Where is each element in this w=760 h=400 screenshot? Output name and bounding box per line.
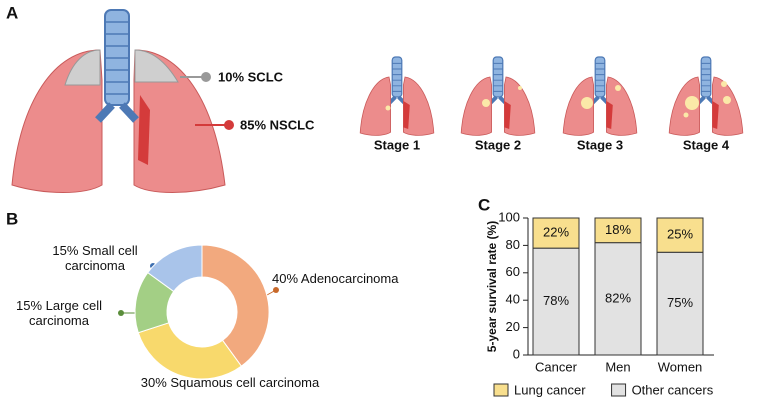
donut-segment [201,244,270,367]
stage-label: Stage 2 [475,137,521,152]
sclc-label: 10% SCLC [218,69,284,84]
y-axis-label: 5-year survival rate (%) [485,221,499,352]
donut-label: 40% Adenocarcinoma [272,271,399,286]
panel-label: A [6,3,18,22]
donut-label: 15% Large cell carcinoma [16,298,102,328]
panel-label: C [478,195,490,214]
panel-label: B [6,209,18,228]
bar-segment [656,251,704,356]
bar-segment [532,217,580,249]
value-label: 22% [543,225,569,240]
value-label: 25% [667,227,693,242]
value-label: 82% [605,290,631,305]
legend-swatch [611,383,627,397]
donut-label: 30% Squamous cell carcinoma [140,375,320,390]
bar-segment [594,217,642,244]
stage-label: Stage 4 [683,137,730,152]
x-tick-label: Men [605,359,630,374]
value-label: 78% [543,293,569,308]
value-label: 75% [667,295,693,310]
legend-label: Other cancers [632,382,714,397]
y-tick-label: 100 [498,209,520,224]
bar-segment [656,217,704,253]
value-label: 18% [605,222,631,237]
y-tick-label: 40 [506,292,520,307]
donut-label: 15% Small cell carcinoma [52,243,138,273]
bar-segment [594,242,642,356]
x-tick-label: Women [658,359,703,374]
stage-lungs [360,57,743,135]
lung-illustration [11,9,234,193]
x-tick-label: Cancer [535,359,578,374]
stage-label: Stage 3 [577,137,623,152]
nsclc-label: 85% NSCLC [240,117,315,132]
legend-label: Lung cancer [514,382,586,397]
donut-segment [137,322,243,380]
y-tick-label: 60 [506,264,520,279]
legend-swatch [493,383,509,397]
y-tick-label: 20 [506,319,520,334]
donut-segment [147,244,203,293]
y-tick-label: 80 [506,237,520,252]
y-tick-label: 0 [513,346,520,361]
stage-label: Stage 1 [374,137,420,152]
bar-segment [532,247,580,356]
